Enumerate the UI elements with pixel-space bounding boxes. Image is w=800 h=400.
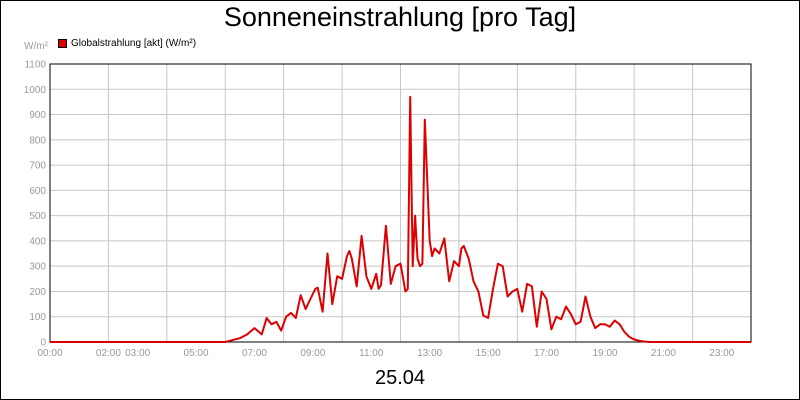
y-tick-label: 100 — [29, 312, 46, 323]
y-tick-label: 300 — [29, 262, 46, 273]
plot-border — [49, 63, 752, 343]
x-tick-label: 11:00 — [359, 348, 384, 359]
x-tick-label: 00:00 — [37, 348, 62, 359]
x-tick-label: 19:00 — [592, 348, 617, 359]
x-tick-label: 13:00 — [417, 348, 442, 359]
y-tick-label: 400 — [29, 236, 46, 247]
x-tick-label: 07:00 — [242, 348, 267, 359]
x-tick-label: 05:00 — [184, 348, 209, 359]
y-tick-label: 500 — [29, 211, 46, 222]
y-tick-label: 900 — [29, 110, 46, 121]
y-tick-label: 600 — [29, 186, 46, 197]
y-tick-label: 700 — [29, 161, 46, 172]
y-tick-label: 200 — [29, 287, 46, 298]
y-tick-label: 0 — [40, 338, 46, 349]
x-tick-label: 17:00 — [534, 348, 559, 359]
series-line-globalstrahlung — [50, 95, 751, 343]
date-label: 25.04 — [374, 367, 426, 389]
x-tick-label: 23:00 — [709, 348, 734, 359]
chart-legend: Globalstrahlung [akt] (W/m²) — [58, 38, 196, 49]
x-tick-label: 03:00 — [125, 348, 150, 359]
y-tick-label: 1100 — [24, 60, 46, 71]
x-tick-label: 09:00 — [300, 348, 325, 359]
legend-swatch — [58, 39, 67, 48]
y-axis-unit-label: W/m² — [24, 41, 48, 52]
legend-label: Globalstrahlung [akt] (W/m²) — [71, 38, 197, 49]
y-tick-label: 800 — [29, 135, 46, 146]
x-tick-label: 02:00 — [96, 348, 121, 359]
y-tick-label: 1000 — [24, 85, 47, 96]
x-tick-label: 21:00 — [651, 348, 676, 359]
x-tick-label: 15:00 — [476, 348, 501, 359]
chart-title: Sonneneinstrahlung [pro Tag] — [223, 2, 577, 32]
